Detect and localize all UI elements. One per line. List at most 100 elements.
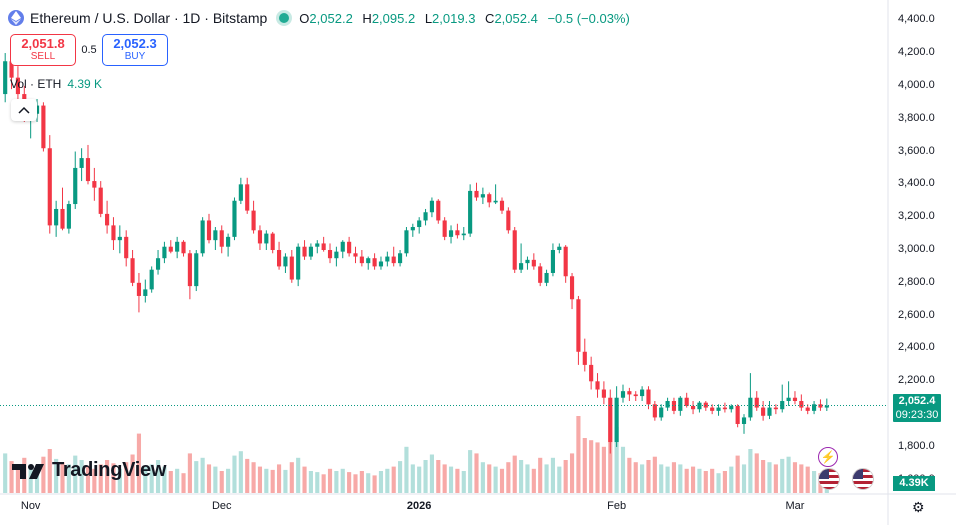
time-tick-label: Nov (20, 500, 41, 512)
spread-value: 0.5 (81, 44, 97, 56)
volume-bar (773, 464, 778, 493)
candle-body (232, 200, 237, 237)
candle-body (353, 253, 358, 257)
candle-body (47, 148, 52, 226)
collapse-chevron-icon (18, 106, 30, 114)
symbol-title[interactable]: Ethereum / U.S. Dollar · 1D · Bitstamp (30, 10, 268, 26)
candle-body (105, 213, 110, 226)
candle-body (538, 266, 543, 283)
candle-body (569, 276, 575, 300)
volume-bar (162, 466, 167, 493)
candle-body (219, 230, 224, 247)
time-tick-label: Feb (607, 500, 627, 512)
tradingview-logo-icon (12, 463, 44, 479)
buy-button[interactable]: 2,052.3 BUY (102, 34, 168, 66)
candle-body (359, 256, 364, 264)
volume-bar (754, 453, 759, 493)
volume-bar (315, 472, 320, 493)
candle-body (270, 233, 275, 250)
candle-body (506, 210, 511, 231)
volume-bar (805, 466, 810, 493)
candle-body (423, 212, 428, 221)
volume-bar (761, 460, 766, 493)
collapse-legend-button[interactable] (11, 99, 37, 121)
volume-bar (60, 462, 65, 493)
buy-label: BUY (124, 51, 146, 62)
candle-body (480, 194, 485, 198)
us-flag-icon[interactable] (852, 468, 874, 490)
volume-legend[interactable]: Vol · ETH 4.39 K (10, 77, 102, 91)
volume-bar (576, 416, 581, 493)
candle-body (213, 230, 218, 241)
volume-bar (512, 455, 517, 493)
volume-bar (143, 466, 148, 493)
volume-bar (493, 466, 498, 493)
volume-bar (652, 456, 657, 493)
symbol-header: Ethereum / U.S. Dollar · 1D · Bitstamp O… (8, 8, 636, 28)
volume-bar (531, 468, 536, 493)
candle-body (366, 258, 371, 264)
candle-body (608, 397, 613, 443)
candle-body (557, 246, 562, 250)
sell-button[interactable]: 2,051.8 SELL (10, 34, 76, 66)
volume-bar (149, 464, 154, 493)
price-tick-label: 2,600.0 (898, 308, 935, 321)
volume-bar (735, 455, 740, 493)
volume-bar (690, 466, 696, 493)
volume-bar (385, 468, 390, 493)
candle-body (512, 230, 517, 270)
volume-bar (410, 464, 415, 493)
sell-price: 2,051.8 (21, 36, 65, 51)
us-flag-icon[interactable] (818, 468, 840, 490)
candle-body (410, 227, 415, 231)
candle-body (652, 404, 657, 418)
volume-bar (569, 453, 575, 493)
candle-body (767, 407, 772, 416)
volume-bar (105, 460, 110, 493)
volume-bar (111, 463, 116, 493)
volume-bar (563, 460, 568, 493)
volume-bar (659, 464, 664, 493)
volume-bar (181, 473, 186, 493)
low-key: L (424, 10, 433, 26)
volume-bar (66, 464, 71, 493)
volume-bar (28, 464, 33, 493)
volume-bar (678, 464, 683, 493)
candle-body (589, 364, 594, 382)
candle-body (436, 200, 441, 221)
candle-body (3, 61, 8, 95)
volume-bar (480, 462, 485, 493)
market-status-dot[interactable] (279, 13, 290, 23)
price-tick-label: 4,400.0 (898, 13, 935, 26)
candle-body (601, 389, 606, 398)
tradingview-logo[interactable]: TradingView (12, 459, 166, 482)
candle-body (461, 233, 466, 236)
volume-bar (334, 471, 339, 493)
volume-bar (812, 471, 817, 493)
gear-icon[interactable]: ⚙ (912, 499, 925, 515)
candle-body (206, 220, 212, 241)
volume-bar (595, 442, 600, 493)
volume-bar (525, 464, 530, 493)
volume-bar (614, 427, 619, 493)
candle-body (531, 259, 536, 267)
volume-bar (219, 471, 224, 493)
candle-body (799, 401, 804, 408)
open-value: 2,052.2 (309, 10, 353, 26)
volume-bar (429, 454, 434, 493)
candle-body (576, 299, 581, 352)
volume-bar (404, 446, 409, 493)
volume-bar (92, 468, 97, 493)
candle-body (735, 405, 740, 424)
candle-body (327, 250, 333, 259)
volume-bar (270, 469, 275, 493)
volume-bar (79, 460, 84, 493)
candle-body (499, 200, 505, 211)
lightning-icon[interactable]: ⚡ (818, 447, 838, 467)
volume-bar (436, 460, 441, 493)
candle-body (372, 258, 377, 267)
candle-body (646, 389, 651, 405)
price-tick-label: 3,600.0 (898, 144, 935, 157)
candle-body (455, 230, 460, 236)
